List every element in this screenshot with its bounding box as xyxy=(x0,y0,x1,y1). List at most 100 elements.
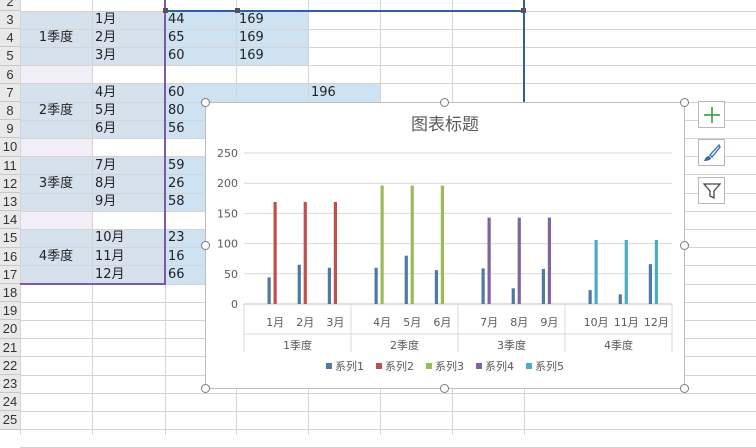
legend-swatch xyxy=(476,363,482,369)
value-cell[interactable]: 56 xyxy=(168,121,185,137)
group-label: 3季度 xyxy=(497,338,526,352)
legend-swatch xyxy=(426,363,432,369)
value-cell[interactable]: 169 xyxy=(239,30,264,46)
row-header[interactable]: 12 xyxy=(0,174,20,193)
bar-系列5 xyxy=(654,239,659,304)
row-header[interactable]: 5 xyxy=(0,47,20,66)
row-header[interactable]: 25 xyxy=(0,411,20,430)
chart-elements-button[interactable] xyxy=(698,101,725,128)
grid-line xyxy=(20,83,756,85)
legend-swatch xyxy=(326,363,332,369)
chart-filters-button[interactable] xyxy=(698,177,725,204)
value-cell[interactable]: 65 xyxy=(168,30,185,46)
value-cell[interactable]: 59 xyxy=(168,157,185,173)
legend-label: 系列5 xyxy=(535,359,564,373)
chart-title: 图表标题 xyxy=(411,115,479,135)
row-header[interactable]: 22 xyxy=(0,356,20,375)
legend-label: 系列4 xyxy=(485,359,514,373)
value-cell[interactable]: 169 xyxy=(239,12,264,27)
chart-styles-button[interactable] xyxy=(698,139,725,166)
grid-line xyxy=(92,0,93,435)
resize-handle[interactable] xyxy=(680,98,689,107)
resize-handle[interactable] xyxy=(201,98,210,107)
bar-系列4 xyxy=(487,217,491,304)
row-header[interactable]: 6 xyxy=(0,65,20,84)
bar-系列3 xyxy=(410,185,414,304)
value-cell[interactable]: 44 xyxy=(168,12,185,27)
resize-handle[interactable] xyxy=(201,384,210,393)
row-header[interactable]: 10 xyxy=(0,138,20,157)
x-tick-label: 3月 xyxy=(326,316,344,329)
y-tick-label: 50 xyxy=(224,268,238,281)
month-cell[interactable]: 4月 xyxy=(95,84,117,100)
row-header[interactable]: 23 xyxy=(0,375,20,394)
value-cell[interactable]: 60 xyxy=(168,48,185,64)
bar-系列4 xyxy=(547,217,552,304)
bar-系列5 xyxy=(594,239,598,304)
month-cell[interactable]: 9月 xyxy=(95,194,117,209)
row-header[interactable]: 17 xyxy=(0,265,20,284)
row-header[interactable]: 8 xyxy=(0,102,20,121)
grid-line xyxy=(20,392,756,394)
row-header[interactable]: 15 xyxy=(0,229,20,248)
resize-handle[interactable] xyxy=(680,384,689,393)
month-cell[interactable]: 2月 xyxy=(95,30,117,46)
y-tick-label: 150 xyxy=(217,207,238,220)
value-cell[interactable]: 196 xyxy=(311,84,336,100)
quarter-label: 3季度 xyxy=(38,175,74,191)
month-cell[interactable]: 1月 xyxy=(95,12,117,27)
quarter-label: 1季度 xyxy=(38,30,74,46)
row-header[interactable]: 19 xyxy=(0,302,20,321)
month-cell[interactable]: 7月 xyxy=(95,157,117,173)
row-header[interactable]: 18 xyxy=(0,284,20,303)
row-header[interactable]: 20 xyxy=(0,320,20,339)
month-cell[interactable]: 11月 xyxy=(95,248,125,264)
row-header[interactable]: 24 xyxy=(0,393,20,412)
quarter-label: 2季度 xyxy=(38,103,74,118)
value-cell[interactable]: 66 xyxy=(168,266,185,282)
resize-handle[interactable] xyxy=(680,241,689,250)
chart-area[interactable]: 图表标题 0 50 100 150 200 250 1月 2月 3月 4月 5月 6月 7月 8月 9月 10月… xyxy=(205,102,685,389)
month-cell[interactable]: 3月 xyxy=(95,48,117,64)
value-block xyxy=(165,11,309,66)
bar-系列1 xyxy=(618,294,622,304)
resize-handle[interactable] xyxy=(201,241,210,250)
bar-系列1 xyxy=(267,277,271,304)
row-header[interactable]: 9 xyxy=(0,120,20,139)
row-header[interactable]: 11 xyxy=(0,156,20,175)
bar-系列1 xyxy=(481,268,485,304)
value-cell[interactable]: 23 xyxy=(168,230,185,246)
resize-handle[interactable] xyxy=(440,384,449,393)
value-cell[interactable]: 26 xyxy=(168,175,185,191)
y-tick-label: 200 xyxy=(217,177,238,190)
value-cell[interactable]: 60 xyxy=(168,84,185,100)
value-cell[interactable]: 58 xyxy=(168,194,185,209)
bar-系列3 xyxy=(380,185,384,304)
value-cell[interactable]: 80 xyxy=(168,103,185,118)
bar-系列1 xyxy=(511,288,515,304)
value-cell[interactable]: 169 xyxy=(239,48,264,64)
row-header[interactable]: 16 xyxy=(0,247,20,266)
row-header[interactable]: 21 xyxy=(0,338,20,357)
value-cell[interactable]: 16 xyxy=(168,248,185,264)
row-header[interactable]: 14 xyxy=(0,211,20,230)
row-header[interactable]: 2 xyxy=(0,0,20,12)
row-header[interactable]: 4 xyxy=(0,29,20,48)
row-header[interactable]: 13 xyxy=(0,193,20,212)
row-header[interactable]: 7 xyxy=(0,83,20,102)
month-cell[interactable]: 10月 xyxy=(95,230,125,246)
month-cell[interactable]: 6月 xyxy=(95,121,117,137)
grid-line xyxy=(20,65,756,67)
row-header[interactable]: 3 xyxy=(0,11,20,30)
month-cell[interactable]: 12月 xyxy=(95,266,125,282)
bar-系列2 xyxy=(303,201,307,304)
legend-swatch xyxy=(526,363,532,369)
y-tick-label: 250 xyxy=(217,147,238,160)
legend-label: 系列3 xyxy=(435,359,464,373)
month-cell[interactable]: 5月 xyxy=(95,103,117,118)
selection-border xyxy=(20,283,166,285)
month-cell[interactable]: 8月 xyxy=(95,175,117,191)
resize-dot xyxy=(235,8,240,13)
plus-icon xyxy=(703,106,720,123)
resize-handle[interactable] xyxy=(440,98,449,107)
